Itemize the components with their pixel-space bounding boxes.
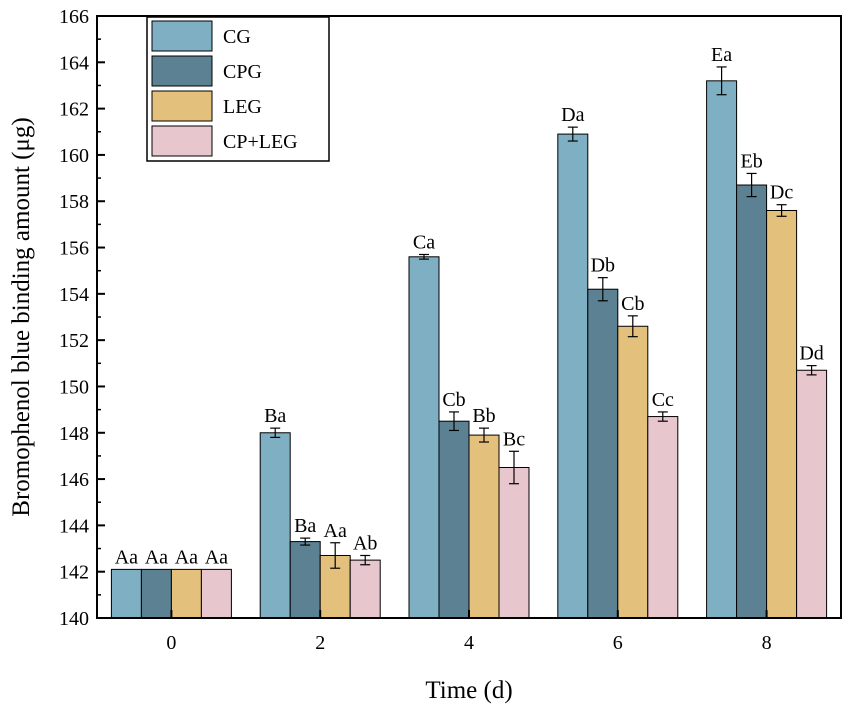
bar-significance-label: Aa	[205, 546, 228, 568]
x-tick-label: 4	[464, 632, 474, 654]
y-tick-label: 150	[59, 376, 89, 398]
bar-significance-label: Cc	[652, 389, 674, 411]
bar-significance-label: Cb	[442, 389, 465, 411]
y-tick-label: 148	[59, 423, 89, 445]
bar-leg-t6	[617, 325, 649, 619]
y-tick-label: 158	[59, 191, 89, 213]
error-bars-layer	[270, 66, 817, 569]
bar-cp-leg-t0	[200, 568, 232, 619]
legend-swatch	[151, 90, 213, 122]
bar-leg-t0	[170, 568, 202, 619]
x-tick-label: 0	[166, 632, 176, 654]
bar-significance-label: Aa	[324, 520, 347, 542]
bar-significance-label: Aa	[115, 546, 138, 568]
y-tick-label: 166	[59, 6, 89, 28]
y-tick-label: 156	[59, 238, 89, 260]
bar-significance-label: Ab	[353, 532, 377, 554]
bar-cpg-t2	[289, 541, 321, 619]
bar-significance-label: Ea	[711, 44, 732, 66]
bar-significance-label: Db	[591, 255, 615, 277]
bar-cg-t2	[259, 432, 291, 619]
legend-label: CPG	[223, 61, 262, 83]
y-tick-label: 146	[59, 469, 89, 491]
x-axis: 0 2 4 6 8	[166, 610, 772, 654]
legend-label: LEG	[223, 96, 262, 118]
bar-cp-leg-t2	[349, 559, 381, 619]
bar-cpg-t0	[140, 568, 172, 619]
legend-swatch	[151, 55, 213, 87]
x-tick-label: 6	[613, 632, 623, 654]
bar-cpg-t4	[438, 420, 470, 619]
bar-significance-label: Eb	[740, 150, 762, 172]
bar-significance-label: Ba	[264, 405, 286, 427]
x-tick-label: 8	[762, 632, 772, 654]
bar-significance-label: Bb	[472, 405, 495, 427]
bar-cp-leg-t8	[796, 369, 828, 619]
bar-cpg-t6	[587, 288, 619, 619]
bar-cg-t8	[706, 80, 738, 619]
bar-significance-label: Ca	[413, 231, 435, 253]
bar-cg-t4	[408, 256, 440, 619]
y-tick-label: 144	[59, 515, 89, 537]
y-axis-title: Bromophenol blue binding amount (μg)	[8, 117, 35, 516]
bar-cp-leg-t6	[647, 416, 679, 619]
bar-leg-t4	[468, 434, 500, 619]
y-axis: 140 142 144 146 148 150 152 154 156 158 160 162 164 1…	[59, 6, 105, 630]
bar-significance-label: Da	[561, 104, 584, 126]
bar-significance-label: Ba	[294, 515, 316, 537]
y-tick-label: 154	[59, 284, 89, 306]
legend-label: CG	[223, 26, 251, 48]
y-tick-label: 162	[59, 99, 89, 121]
bar-cg-t6	[557, 133, 589, 619]
bar-significance-label: Dc	[770, 182, 793, 204]
legend-swatch	[151, 125, 213, 157]
bar-significance-label: Bc	[503, 428, 525, 450]
bar-labels-layer: Aa Ba Ca Da Ea Aa Ba Cb Db Eb Aa Aa Bb Cb Dc Aa Ab Bc Cc Dd	[115, 44, 824, 568]
bar-leg-t8	[766, 209, 798, 619]
y-tick-label: 142	[59, 562, 89, 584]
bar-significance-label: Cb	[621, 293, 644, 315]
x-tick-label: 2	[315, 632, 325, 654]
legend-swatch	[151, 20, 213, 52]
bar-cp-leg-t4	[498, 467, 530, 619]
y-tick-label: 140	[59, 608, 89, 630]
y-tick-label: 164	[59, 52, 89, 74]
bar-significance-label: Aa	[145, 546, 168, 568]
bars-layer	[110, 80, 828, 619]
y-tick-label: 160	[59, 145, 89, 167]
legend: CG CPG LEG CP+LEG	[146, 16, 330, 162]
bar-significance-label: Dd	[799, 343, 823, 365]
bar-significance-label: Aa	[175, 546, 198, 568]
x-axis-title: Time (d)	[425, 677, 512, 704]
y-tick-label: 152	[59, 330, 89, 352]
legend-label: CP+LEG	[223, 131, 298, 153]
bar-cg-t0	[110, 568, 142, 619]
bar-cpg-t8	[736, 184, 768, 619]
